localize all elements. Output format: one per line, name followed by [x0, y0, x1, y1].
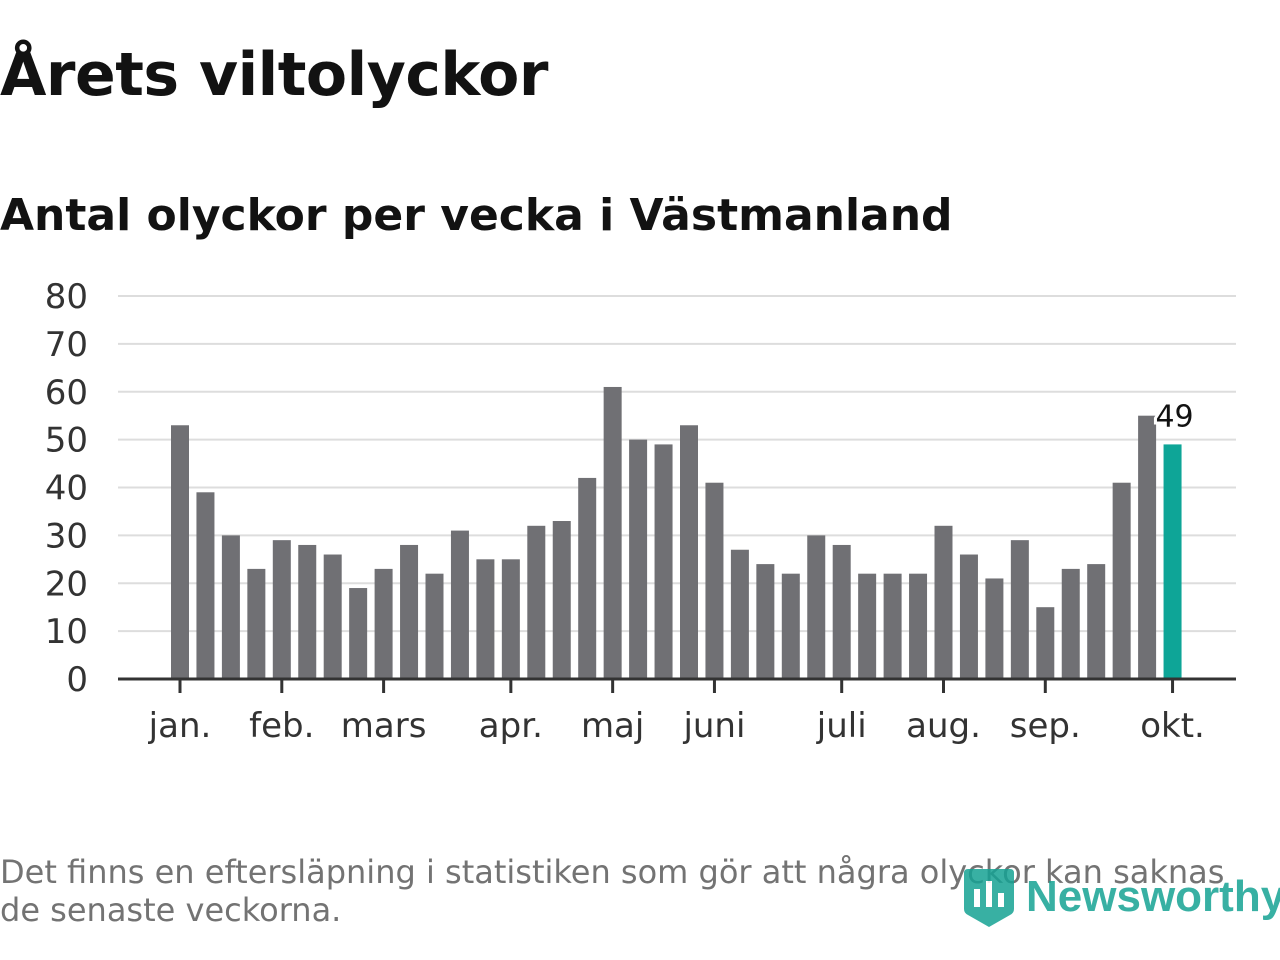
x-tick-label: maj: [581, 706, 644, 746]
x-axis-labels: jan. feb. mars apr. maj juni juli aug. sep. okt.: [148, 679, 1205, 746]
bar: [629, 439, 648, 680]
bar: [1010, 540, 1029, 679]
y-tick-label: 80: [45, 277, 88, 317]
bar: [603, 386, 622, 679]
brand-name: Newsworthy: [1026, 872, 1280, 921]
y-tick-label: 10: [45, 612, 88, 652]
bar: [1061, 568, 1080, 679]
bar: [1087, 564, 1106, 679]
y-tick-label: 70: [45, 325, 88, 365]
bar: [1036, 607, 1055, 679]
bar: [476, 559, 495, 679]
bar: [1112, 482, 1131, 679]
bar: [680, 425, 698, 679]
bar: [705, 482, 724, 679]
x-tick-label: juni: [682, 706, 745, 746]
x-tick-label: jan.: [148, 706, 212, 746]
bar: [323, 554, 342, 679]
bar: [374, 568, 393, 679]
y-tick-label: 60: [45, 373, 88, 413]
highlight-value-label: 49: [1155, 399, 1193, 434]
x-tick-label: juli: [816, 706, 867, 746]
bar: [450, 530, 469, 679]
x-tick-label: aug.: [906, 706, 981, 746]
x-tick-label: sep.: [1010, 706, 1081, 746]
y-tick-label: 0: [66, 660, 88, 700]
bar: [934, 525, 953, 679]
bar: [501, 559, 520, 679]
bar: [298, 544, 317, 679]
bar: [196, 492, 215, 679]
y-tick-label: 50: [45, 421, 88, 461]
bar: [858, 573, 877, 679]
bar: [578, 477, 597, 679]
bar: [654, 444, 673, 679]
newsworthy-logo-icon: [964, 869, 1014, 927]
bar: [985, 578, 1004, 679]
bars: [171, 386, 1182, 680]
bar: [247, 568, 266, 679]
bar: [959, 554, 978, 679]
bar-highlight: [1163, 444, 1182, 679]
x-tick-label: feb.: [249, 706, 314, 746]
y-tick-label: 20: [45, 564, 88, 604]
bar: [1138, 415, 1157, 679]
bar: [552, 521, 571, 679]
bar: [527, 525, 546, 679]
chart-subtitle: Antal olyckor per vecka i Västmanland: [0, 190, 953, 241]
bar: [171, 425, 189, 679]
bar: [425, 573, 444, 679]
bar: [349, 588, 368, 679]
bar: [756, 564, 775, 679]
bar: [730, 549, 749, 679]
x-tick-label: mars: [341, 706, 427, 746]
bar: [221, 535, 240, 680]
y-tick-label: 30: [45, 516, 88, 556]
y-tick-label: 40: [45, 469, 88, 509]
bar: [400, 544, 419, 679]
bar: [807, 535, 826, 680]
y-axis-labels: 0 10 20 30 40 50 60 70 80: [45, 277, 88, 700]
newsworthy-logo: Newsworthy: [962, 862, 1280, 932]
bar: [909, 573, 928, 679]
bar: [883, 573, 902, 679]
footnote: Det finns en eftersläpning i statistiken…: [0, 853, 1225, 929]
chart-title: Årets viltolyckor: [0, 40, 549, 110]
bar: [832, 544, 851, 679]
x-tick-label: apr.: [479, 706, 543, 746]
bar: [272, 540, 291, 679]
x-tick-label: okt.: [1140, 706, 1205, 746]
bar: [781, 573, 800, 679]
